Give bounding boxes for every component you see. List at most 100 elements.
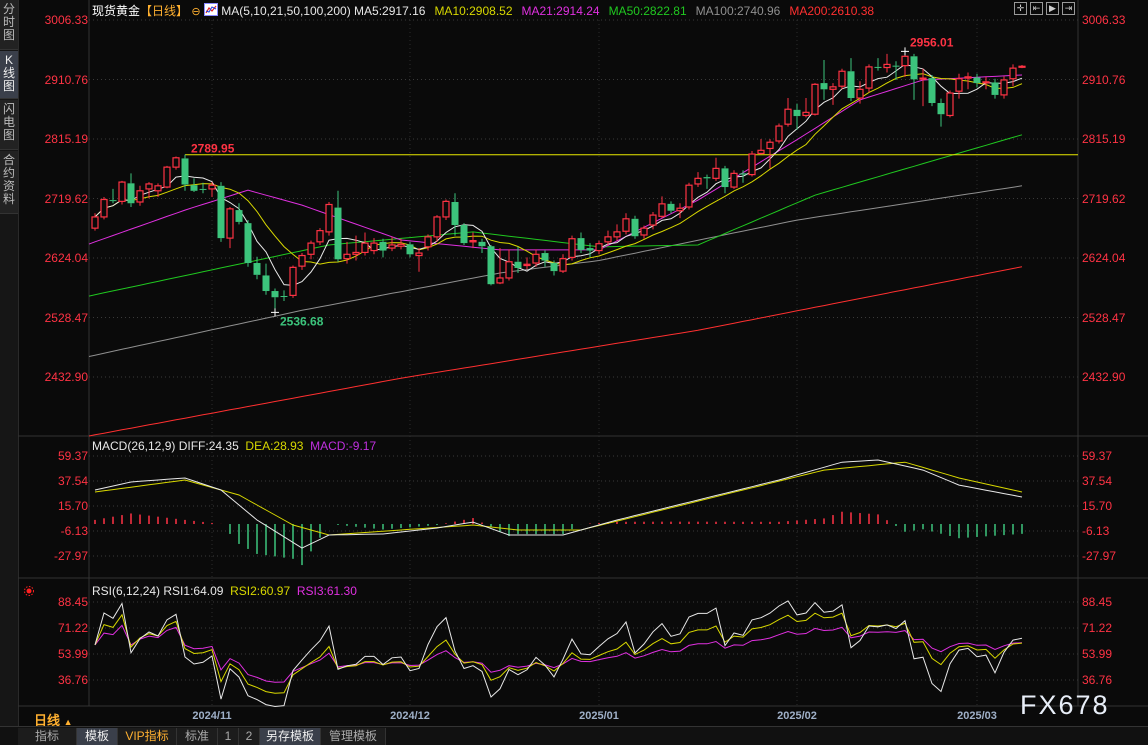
candle <box>334 190 342 262</box>
triangle-up-icon: ▲ <box>63 717 73 727</box>
candle <box>262 263 270 295</box>
indicator-settings-icon[interactable] <box>24 583 34 596</box>
candle-body <box>298 254 306 267</box>
sidebar-tab-flash[interactable]: 闪电图 <box>0 100 18 150</box>
candle-body <box>514 261 522 268</box>
candle-body <box>586 248 594 251</box>
candle <box>730 170 738 189</box>
candle <box>289 265 297 298</box>
candle <box>667 201 675 214</box>
candle-body <box>451 201 459 226</box>
candle <box>703 174 711 189</box>
macd-axis-tick-left: 37.54 <box>57 474 88 488</box>
candle-body <box>280 296 288 298</box>
indicator-chart-icon[interactable] <box>203 3 218 16</box>
date-tick-label: 2025/02 <box>777 710 817 722</box>
candle-body <box>352 251 360 255</box>
candle-body <box>181 158 189 185</box>
ma-values: MA5:2917.16 MA10:2908.52 MA21:2914.24 MA50:… <box>354 4 883 18</box>
toolbar-tab-4[interactable]: 1 <box>218 728 239 745</box>
candle <box>559 254 567 273</box>
candle <box>937 98 945 127</box>
candle-body <box>496 277 504 284</box>
candle <box>847 58 855 102</box>
candle <box>568 235 576 261</box>
rsi-axis-tick-left: 53.99 <box>57 646 88 661</box>
candle-body <box>244 223 252 264</box>
candle-body <box>829 86 837 90</box>
candle-body <box>685 184 693 208</box>
candle <box>136 185 144 206</box>
candle-body <box>388 244 396 249</box>
candle-body <box>793 109 801 117</box>
macd-axis-tick-right: 59.37 <box>1082 449 1113 463</box>
sidebar-tab-timeshare[interactable]: 分时图 <box>0 0 18 50</box>
price-axis-tick-left: 3006.33 <box>44 13 88 27</box>
macd-axis-tick-right: 37.54 <box>1082 474 1113 488</box>
candle-body <box>469 239 477 243</box>
candle <box>532 249 540 267</box>
candle-body <box>559 258 567 272</box>
candle-body <box>226 208 234 239</box>
candle-body <box>118 181 126 202</box>
macd-axis-tick-left: 15.70 <box>57 499 88 514</box>
price-axis-tick-right: 3006.33 <box>1082 13 1126 27</box>
range-select-icon[interactable]: ⇤ <box>1030 2 1043 15</box>
candle <box>550 260 558 276</box>
rsi1-value: RSI1:64.09 <box>163 584 224 598</box>
candle <box>586 243 594 258</box>
toolbar-tab-2[interactable]: VIP指标 <box>118 728 177 745</box>
candle-body <box>649 214 657 226</box>
candle <box>379 238 387 258</box>
candle-body <box>937 103 945 115</box>
macd-header: MACD(26,12,9) DIFF:24.35 DEA:28.93 MACD:… <box>92 439 376 453</box>
toolbar-tab-3[interactable]: 标准 <box>177 728 218 745</box>
rsi-header: RSI(6,12,24) RSI1:64.09 RSI2:60.97 RSI3:… <box>92 584 357 598</box>
candle-body <box>127 183 135 204</box>
candle <box>370 238 378 255</box>
candle-body <box>343 253 351 260</box>
candle-body <box>604 236 612 243</box>
rsi-axis-tick-right: 88.45 <box>1082 595 1113 609</box>
ma-value-3: MA50:2822.81 <box>608 4 687 18</box>
candle <box>577 232 585 254</box>
price-axis-tick-left: 2719.62 <box>44 191 88 206</box>
ma-value-4: MA100:2740.96 <box>695 4 781 18</box>
jump-end-icon[interactable]: ⇥ <box>1062 2 1075 15</box>
candle <box>541 250 549 267</box>
crosshair-icon[interactable]: ✛ <box>1014 2 1027 15</box>
toolbar-tab-1[interactable]: 模板 <box>77 728 118 745</box>
candle <box>712 157 720 181</box>
toolbar-tab-7[interactable]: 管理模板 <box>321 728 386 745</box>
toolbar-tab-0[interactable]: 指标 <box>18 728 77 745</box>
candle-body <box>109 200 117 202</box>
play-forward-icon[interactable]: ▶ <box>1046 2 1059 15</box>
candle <box>253 256 261 280</box>
candle <box>442 199 450 221</box>
extreme-marker <box>271 308 279 317</box>
candle <box>478 238 486 254</box>
sidebar-tab-contract-info[interactable]: 合约资料 <box>0 151 18 214</box>
candle <box>163 165 171 189</box>
candle-body <box>478 241 486 247</box>
candle <box>604 230 612 245</box>
candle-body <box>271 291 279 298</box>
candle-body <box>136 190 144 203</box>
candle <box>172 156 180 170</box>
candle-body <box>289 266 297 296</box>
date-tick-label: 2024/12 <box>390 710 430 722</box>
toolbar-tab-6[interactable]: 另存模板 <box>260 728 321 745</box>
candle-body <box>163 166 171 188</box>
price-axis-tick-right: 2719.62 <box>1082 191 1126 206</box>
collapse-icon[interactable]: ⊖ <box>191 6 201 18</box>
candle-body <box>856 88 864 99</box>
sidebar-tab-kline[interactable]: K线图 <box>0 51 18 99</box>
toolbar-tab-5[interactable]: 2 <box>239 728 260 745</box>
candle-body <box>253 263 261 275</box>
period-selector[interactable]: 日线 ▲ <box>34 710 73 729</box>
candle-body <box>595 243 603 252</box>
candle <box>154 183 162 198</box>
extreme-label: 2956.01 <box>910 35 954 49</box>
macd-axis-tick-right: -6.13 <box>1082 524 1110 539</box>
